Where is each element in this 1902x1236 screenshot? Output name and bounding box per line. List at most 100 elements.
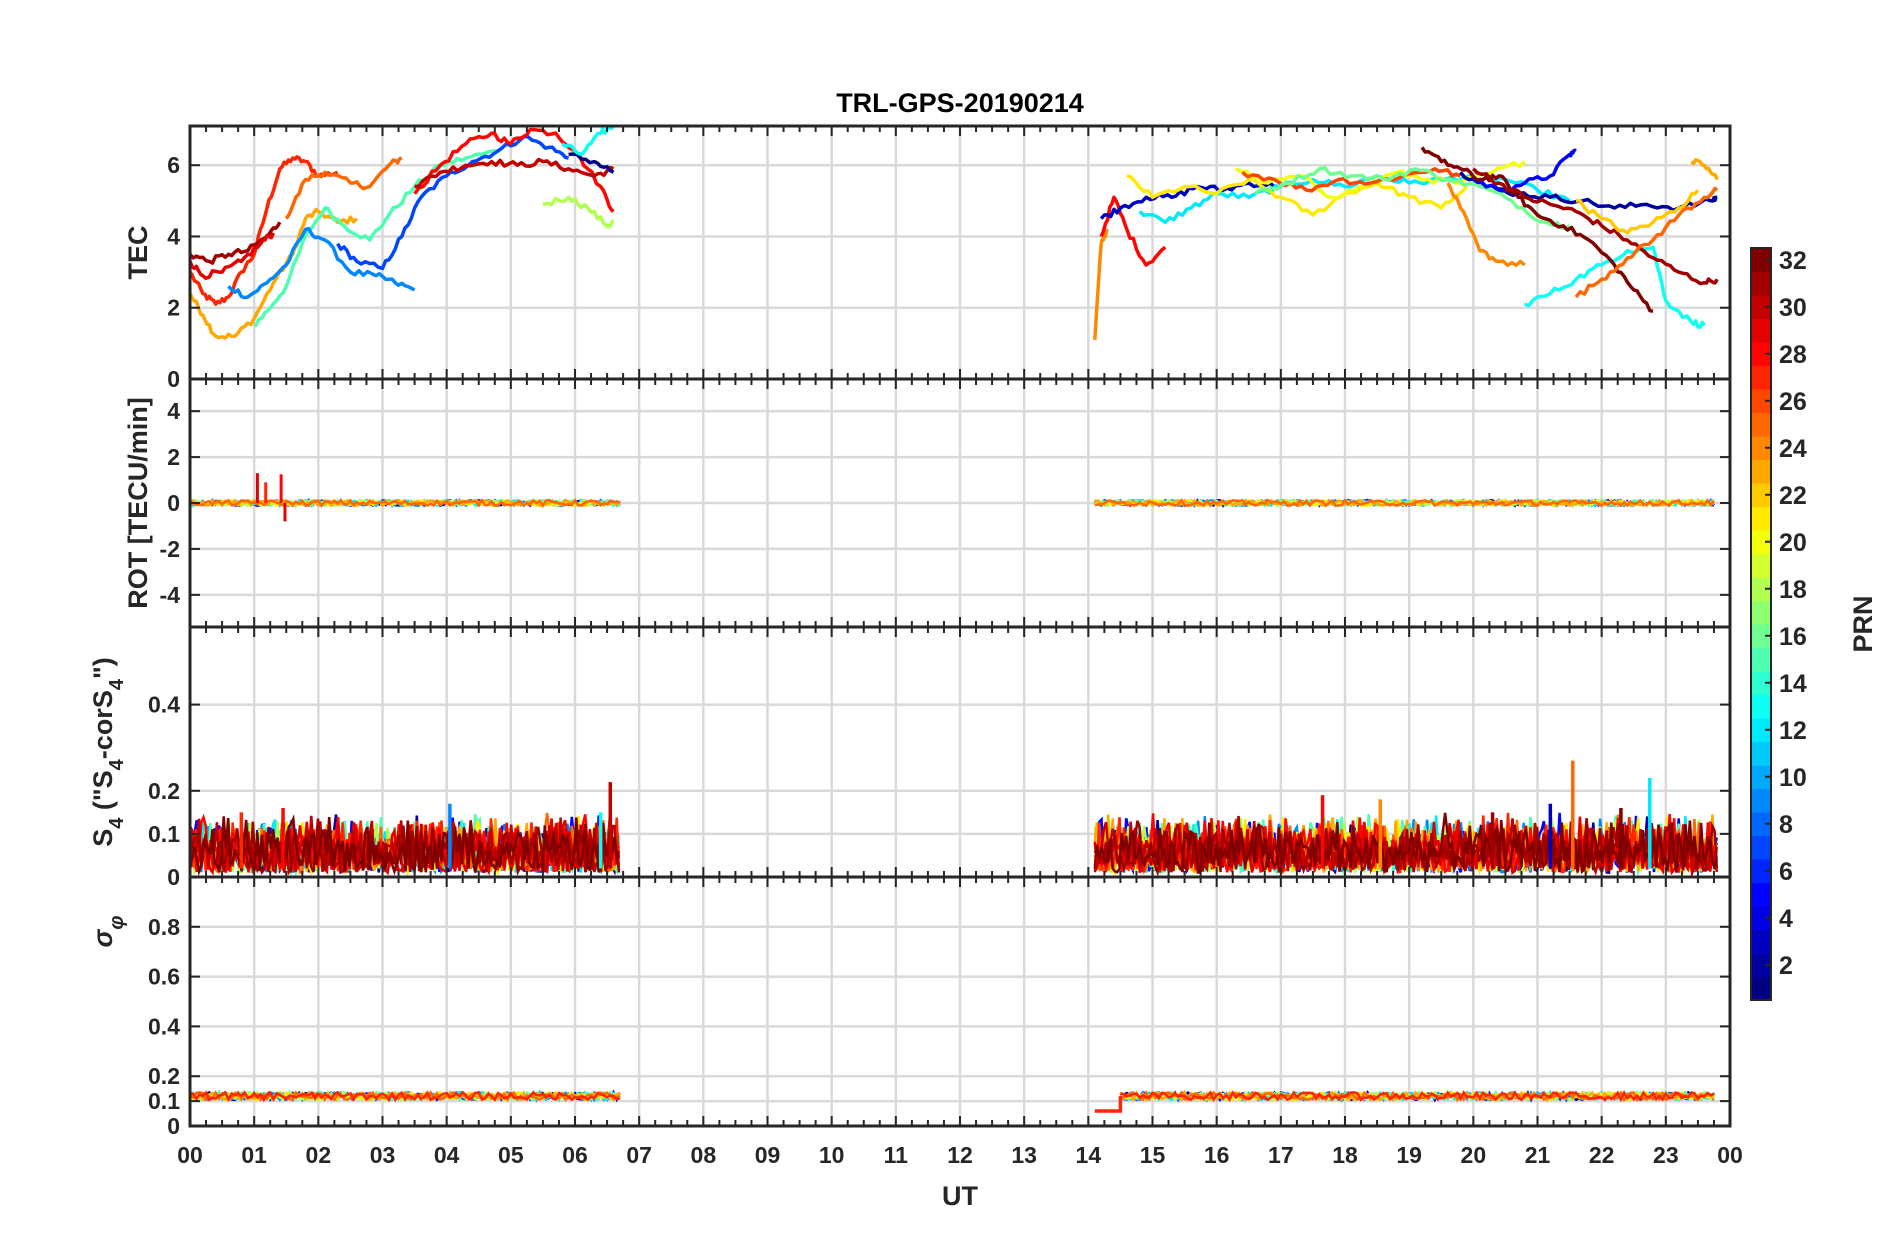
tec-line-prn-29 xyxy=(190,232,276,280)
colorbar-swatch xyxy=(1751,859,1771,884)
x-tick-label: 23 xyxy=(1653,1142,1679,1168)
chart-title: TRL-GPS-20190214 xyxy=(836,88,1084,118)
tec-line-prn-5 xyxy=(1472,148,1577,193)
colorbar-tick-label: 4 xyxy=(1779,905,1793,933)
colorbar-swatch xyxy=(1751,506,1771,531)
colorbar-tick-label: 8 xyxy=(1779,811,1793,839)
y-axis-label-s4: S4 ("S4-corS4") xyxy=(88,657,128,847)
ticks-s4: 0 0.1 0.2 0.4 xyxy=(148,627,1731,890)
x-tick-label: 09 xyxy=(755,1142,781,1168)
tec-line-prn-9 xyxy=(227,226,416,300)
colorbar-swatch xyxy=(1751,295,1771,320)
y-label-part: 4 xyxy=(106,758,128,770)
tec-line-prn-28 xyxy=(1099,195,1167,267)
x-tick-label: 14 xyxy=(1076,1142,1102,1168)
tec-line-prn-7 xyxy=(336,134,569,271)
tec-line-prn-21 xyxy=(1126,174,1469,217)
colorbar-swatch xyxy=(1751,318,1771,343)
grid-tec xyxy=(188,126,1732,381)
x-tick-label: 07 xyxy=(626,1142,652,1168)
colorbar-tick-label: 14 xyxy=(1779,670,1807,698)
series-tec xyxy=(190,126,1719,340)
x-tick-label: 02 xyxy=(306,1142,332,1168)
colorbar-swatch xyxy=(1751,271,1771,296)
colorbar-swatch xyxy=(1751,483,1771,508)
y-label-part: 4 xyxy=(106,817,128,829)
x-axis: 00 01 02 03 04 05 06 07 08 09 10 11 12 13 14 15 16 17 18 19… xyxy=(177,1142,1743,1168)
colorbar-tick-label: 22 xyxy=(1779,482,1807,510)
x-tick-label: 21 xyxy=(1525,1142,1551,1168)
tec-line-prn-23 xyxy=(190,207,359,340)
tec-line-prn-12 xyxy=(1138,171,1571,224)
sigma-line-prn-23 xyxy=(1119,1089,1715,1103)
y-tick-label: 0.1 xyxy=(148,821,180,847)
colorbar-swatch xyxy=(1751,647,1771,672)
y-tick-label: 2 xyxy=(167,295,180,321)
colorbar-swatch xyxy=(1751,248,1771,273)
colorbar-tick-label: 24 xyxy=(1779,435,1807,463)
x-tick-label: 00 xyxy=(177,1142,203,1168)
y-label-part: S xyxy=(88,829,118,847)
y-tick-label: 2 xyxy=(167,444,180,470)
colorbar-swatch xyxy=(1751,741,1771,766)
y-tick-label: -2 xyxy=(160,536,180,562)
sigma-line-prn-27 xyxy=(1120,1090,1715,1103)
y-axis-label-sigma: σφ xyxy=(88,916,128,948)
tec-line-prn-31 xyxy=(1472,167,1719,286)
tec-line-prn-23 xyxy=(1690,158,1719,181)
sigma-low-segment xyxy=(1094,1096,1123,1113)
y-label-part: ("S xyxy=(88,770,118,817)
x-tick-label: 06 xyxy=(562,1142,588,1168)
y-tick-label: 0.8 xyxy=(148,914,180,940)
y-tick-label: 4 xyxy=(167,223,180,249)
colorbar-swatch xyxy=(1751,694,1771,719)
x-tick-label: 17 xyxy=(1268,1142,1294,1168)
tec-line-prn-27 xyxy=(190,155,339,306)
colorbar-swatch xyxy=(1751,577,1771,602)
x-tick-label: 10 xyxy=(819,1142,845,1168)
y-tick-label: 0.4 xyxy=(148,1013,180,1039)
colorbar-swatch xyxy=(1751,812,1771,837)
tec-line-prn-3 xyxy=(1099,181,1282,220)
y-label-part: σ xyxy=(88,929,118,948)
colorbar-swatch xyxy=(1751,600,1771,625)
colorbar-swatch xyxy=(1751,342,1771,367)
x-tick-label: 20 xyxy=(1461,1142,1487,1168)
colorbar-tick-label: 18 xyxy=(1779,576,1807,604)
y-tick-label: 0.1 xyxy=(148,1088,180,1114)
series-s4 xyxy=(190,760,1719,877)
x-tick-label: 01 xyxy=(241,1142,267,1168)
s4-line-prn-32 xyxy=(1093,812,1718,875)
sigma-line-prn-27 xyxy=(190,1090,621,1103)
colorbar-swatch xyxy=(1751,459,1771,484)
rot-line-prn-25 xyxy=(1094,498,1715,508)
ticks-sigma: 00.10.2 0.4 0.6 0.8 xyxy=(148,877,1731,1139)
y-tick-label: -4 xyxy=(160,582,181,608)
x-tick-label: 08 xyxy=(691,1142,717,1168)
x-tick-label: 04 xyxy=(434,1142,460,1168)
grid-sigma xyxy=(188,877,1732,1128)
y-axis-label-rot: ROT [TECU/min] xyxy=(123,397,153,608)
y-label-part: φ xyxy=(106,916,128,930)
tec-line-prn-15 xyxy=(253,149,499,328)
colorbar-swatch xyxy=(1751,953,1771,978)
y-tick-label: 6 xyxy=(167,152,180,178)
tec-line-prn-22 xyxy=(1575,188,1700,235)
colorbar-tick-label: 30 xyxy=(1779,294,1807,322)
colorbar-tick-label: 6 xyxy=(1779,858,1793,886)
panel-sigma: 00.10.2 0.4 0.6 0.8 σφ xyxy=(88,875,1732,1139)
tec-line-prn-16 xyxy=(1254,165,1571,231)
colorbar-swatch xyxy=(1751,530,1771,555)
colorbar-swatch xyxy=(1751,365,1771,390)
colorbar-tick-label: 10 xyxy=(1779,764,1807,792)
tec-line-prn-31 xyxy=(190,221,282,265)
tec-line-prn-24 xyxy=(1446,182,1526,268)
colorbar-swatch xyxy=(1751,412,1771,437)
rot-line-prn-25 xyxy=(190,497,621,508)
tec-line-prn-24 xyxy=(1093,228,1110,340)
colorbar-swatch xyxy=(1751,671,1771,696)
y-label-part: ") xyxy=(88,657,118,679)
x-tick-label: 16 xyxy=(1204,1142,1230,1168)
